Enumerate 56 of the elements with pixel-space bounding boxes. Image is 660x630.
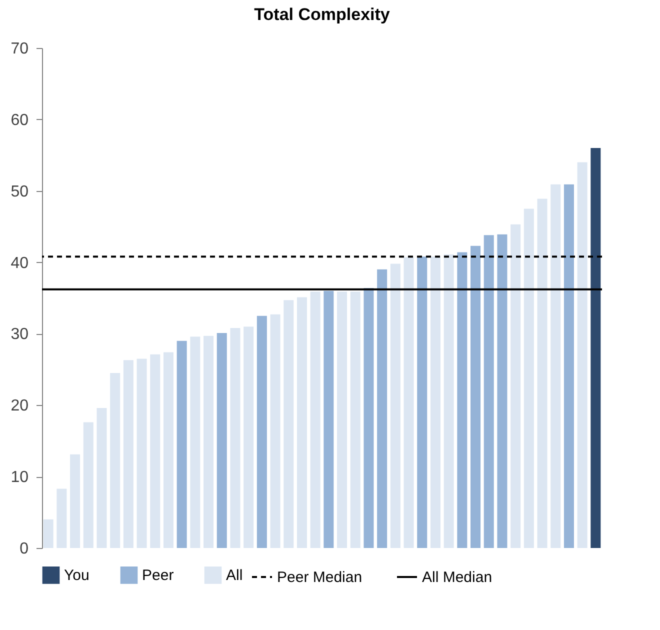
legend-label: You: [64, 567, 90, 584]
bar: [284, 300, 294, 548]
bar: [590, 148, 601, 548]
bar: [256, 316, 267, 548]
bar: [550, 184, 561, 548]
y-tick-label: 50: [10, 183, 29, 200]
bar: [136, 358, 147, 548]
bar: [324, 290, 334, 548]
bar: [296, 297, 307, 548]
y-tick-label: 30: [10, 326, 29, 344]
bar: [270, 314, 280, 548]
bar: [484, 235, 494, 548]
bar: [524, 208, 534, 548]
y-tick-label: 0: [20, 540, 29, 558]
bar: [310, 292, 320, 548]
bar: [204, 336, 214, 548]
bar: [150, 354, 160, 548]
bar: [216, 333, 227, 548]
bar: [163, 352, 174, 548]
bar: [123, 360, 134, 548]
bar: [83, 422, 94, 548]
bar: [70, 454, 80, 548]
bar: [404, 257, 414, 548]
bar: [176, 340, 187, 548]
y-tick-label: 20: [10, 398, 29, 415]
y-tick-label: 10: [10, 469, 29, 486]
y-tick-label: 70: [10, 40, 29, 58]
bar: [43, 519, 54, 548]
bar: [244, 326, 254, 548]
bar: [190, 336, 200, 548]
bar: [110, 373, 120, 548]
bar: [230, 328, 240, 548]
y-tick-label: 60: [10, 112, 29, 129]
bar: [364, 288, 374, 548]
y-tick-label: 40: [10, 254, 29, 272]
legend-label: All: [226, 567, 243, 584]
legend-label: All Median: [422, 569, 492, 586]
bar: [470, 246, 481, 548]
legend-label: Peer Median: [277, 569, 362, 586]
bar: [96, 408, 107, 548]
bar: [577, 162, 588, 548]
bar: [537, 198, 548, 548]
bar: [444, 254, 454, 548]
chart-title: Total Complexity: [254, 5, 390, 24]
bar: [417, 256, 428, 548]
bar: [564, 184, 574, 548]
bar: [497, 234, 508, 548]
legend-label: Peer: [142, 567, 174, 584]
bar: [390, 264, 400, 548]
bar: [430, 256, 440, 548]
bar: [377, 269, 388, 548]
bar: [457, 252, 468, 548]
bar: [510, 224, 521, 548]
bar: [350, 292, 360, 548]
bar: [337, 292, 348, 548]
bar: [56, 488, 67, 548]
